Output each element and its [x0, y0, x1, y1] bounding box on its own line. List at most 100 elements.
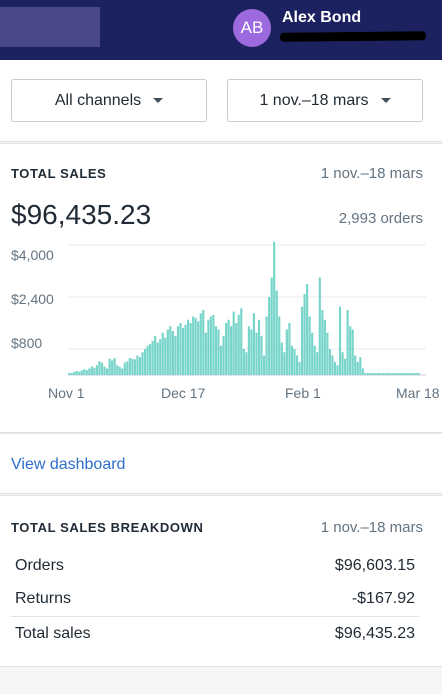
chart-bar — [364, 373, 367, 375]
chart-bar — [250, 329, 253, 375]
chart-bar — [209, 316, 212, 375]
chart-bar — [128, 358, 131, 375]
chart-bar — [166, 329, 169, 375]
chart-bar — [417, 373, 420, 375]
chart-bar — [204, 332, 207, 375]
chart-bar — [300, 306, 304, 375]
chart-bar — [303, 293, 306, 375]
chart-bar — [184, 324, 187, 376]
chart-bar — [199, 313, 202, 375]
chart-bar — [98, 361, 101, 375]
chart-bar — [392, 373, 395, 375]
chart-bar — [376, 373, 380, 375]
chart-bar — [366, 373, 369, 375]
chart-bar — [202, 310, 205, 375]
chart-bar — [105, 368, 109, 375]
chart-bar — [214, 326, 218, 375]
top-bar: AB Alex Bond — [0, 0, 442, 60]
chart-bar — [356, 362, 359, 375]
filter-bar: All channels 1 nov.–18 mars — [0, 60, 442, 142]
user-name[interactable]: Alex Bond — [282, 9, 362, 26]
chart-bar — [387, 373, 390, 375]
chart-bar — [123, 362, 126, 375]
chart-bar — [306, 284, 309, 375]
chart-bar — [108, 358, 111, 375]
chart-bar — [275, 290, 278, 375]
chart-bar — [371, 373, 375, 375]
chart-bar — [394, 373, 397, 375]
chart-bar — [176, 326, 180, 375]
chevron-down-icon — [153, 98, 164, 103]
chart-bar — [321, 310, 324, 375]
chart-bar — [174, 336, 177, 375]
chart-bar — [235, 323, 238, 375]
breakdown-row-returns: Returns -$167.92 — [11, 582, 419, 616]
chart-bar — [351, 329, 354, 375]
channel-select[interactable]: All channels — [11, 79, 207, 122]
chart-bar — [247, 326, 250, 375]
chart-bar — [75, 371, 78, 375]
chart-bar — [344, 358, 347, 375]
chart-bar — [316, 352, 319, 375]
chart-bar — [118, 366, 121, 376]
chart-bar — [100, 362, 104, 375]
chart-bar — [181, 327, 185, 376]
chart-bar — [171, 331, 174, 376]
card-title: TOTAL SALES BREAKDOWN — [11, 520, 204, 535]
chart-bar — [290, 345, 293, 375]
chart-bar — [359, 357, 362, 376]
chart-bar — [338, 306, 342, 375]
chart-bar — [95, 365, 99, 375]
date-range-select[interactable]: 1 nov.–18 mars — [227, 79, 423, 122]
y-tick-label: $4,000 — [11, 247, 54, 263]
orders-count: 2,993 orders — [338, 210, 423, 227]
chart-bar — [245, 352, 248, 375]
store-logo[interactable] — [0, 7, 100, 47]
chart-bar — [80, 370, 83, 375]
y-tick-label: $2,400 — [11, 291, 54, 307]
chart-bar — [179, 323, 182, 375]
chart-bar — [207, 319, 210, 375]
chart-bar — [255, 332, 258, 375]
chart-bar — [346, 310, 349, 375]
chart-bar — [149, 344, 152, 376]
chart-bar — [414, 373, 418, 375]
chart-bar — [225, 323, 228, 375]
avatar[interactable]: AB — [233, 9, 271, 47]
chart-bar — [283, 352, 286, 375]
total-sales-value: $96,435.23 — [11, 199, 152, 230]
chart-bar — [361, 368, 364, 375]
chart-bar — [143, 349, 147, 375]
chart-bar — [323, 319, 326, 375]
chart-bar — [70, 373, 73, 375]
chart-bars — [68, 241, 420, 376]
chart-bar — [93, 367, 96, 375]
chart-bar — [308, 316, 311, 375]
chart-bar — [349, 326, 352, 375]
row-label: Total sales — [15, 624, 91, 642]
chart-bar — [146, 345, 149, 375]
breakdown-row-orders: Orders $96,603.15 — [11, 549, 419, 583]
chart-bar — [68, 373, 71, 375]
chart-bar — [194, 318, 197, 376]
chart-bar — [169, 326, 172, 375]
chart-bar — [126, 361, 129, 375]
chart-bar — [83, 369, 86, 375]
chart-bar — [90, 366, 93, 375]
x-tick-label: Dec 17 — [161, 385, 206, 401]
chart-bar — [407, 373, 410, 375]
chart-bar — [369, 373, 372, 375]
channel-select-label: All channels — [54, 91, 142, 109]
chart-bar — [156, 342, 159, 375]
chart-bar — [262, 355, 266, 375]
row-value: $96,435.23 — [334, 624, 415, 642]
chart-bar — [111, 360, 114, 376]
chart-bar — [116, 365, 119, 375]
chart-bar — [278, 316, 281, 375]
view-dashboard-link[interactable]: View dashboard — [11, 456, 126, 473]
x-tick-label: Mar 18 — [396, 385, 440, 401]
total-sales-card: TOTAL SALES 1 nov.–18 mars $96,435.23 2,… — [0, 143, 442, 433]
chart-bar — [219, 345, 223, 375]
chart-bar — [121, 368, 124, 375]
chevron-down-icon — [380, 98, 391, 103]
